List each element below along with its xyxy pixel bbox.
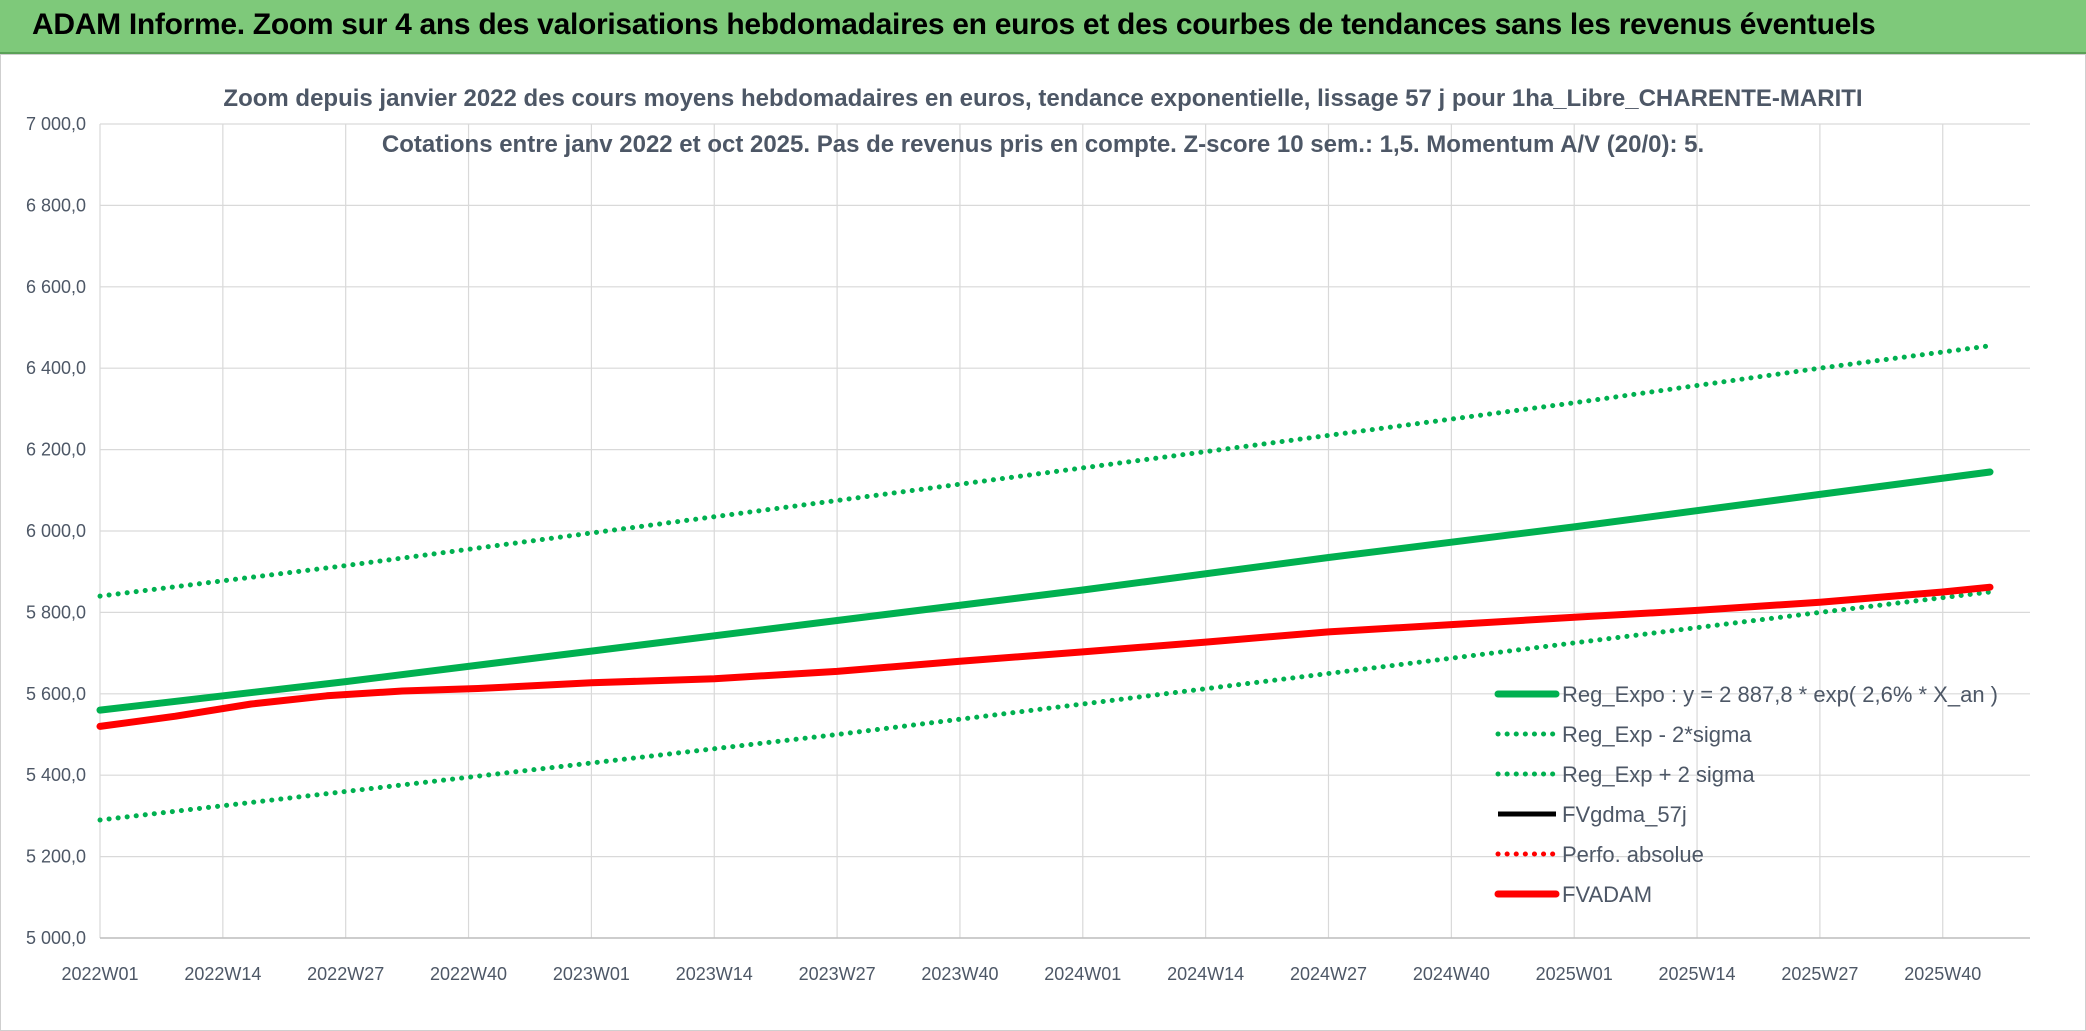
x-tick-label: 2022W14 [184, 964, 261, 984]
series-line-reg-expo [96, 468, 1994, 714]
legend-label: Reg_Exp - 2*sigma [1562, 722, 1752, 747]
legend-label: FVgdma_57j [1562, 802, 1687, 827]
x-tick-label: 2025W27 [1781, 964, 1858, 984]
chart-frame [0, 54, 2086, 1031]
y-tick-label: 6 800,0 [26, 195, 86, 215]
y-tick-label: 5 200,0 [26, 847, 86, 867]
legend-label: Reg_Exp + 2 sigma [1562, 762, 1755, 787]
legend-label: FVADAM [1562, 882, 1652, 907]
y-tick-label: 5 400,0 [26, 765, 86, 785]
x-axis: 2022W01 2022W14 2022W27 2022W40 2023W01 2023W… [61, 964, 1981, 984]
x-tick-label: 2025W14 [1659, 964, 1736, 984]
legend-label: Reg_Expo : y = 2 887,8 * exp( 2,6% * X_a… [1562, 682, 1998, 707]
series-line-reg-exp-2-sigma [97, 589, 1993, 823]
series-line-reg-exp-2-sigma [97, 343, 1993, 599]
x-tick-label: 2022W27 [307, 964, 384, 984]
y-tick-label: 6 600,0 [26, 277, 86, 297]
legend-label: Perfo. absolue [1562, 842, 1704, 867]
y-tick-label: 5 600,0 [26, 684, 86, 704]
y-tick-label: 5 800,0 [26, 602, 86, 622]
x-tick-label: 2023W01 [553, 964, 630, 984]
y-tick-label: 6 400,0 [26, 358, 86, 378]
x-tick-label: 2022W01 [61, 964, 138, 984]
x-tick-label: 2024W14 [1167, 964, 1244, 984]
x-tick-label: 2023W27 [799, 964, 876, 984]
x-tick-label: 2024W01 [1044, 964, 1121, 984]
series-layer [96, 343, 1994, 823]
y-axis: 5 000,0 5 200,0 5 400,0 5 600,0 5 800,0 6 000… [26, 114, 86, 948]
report-title: ADAM Informe. Zoom sur 4 ans des valoris… [32, 8, 1876, 41]
x-tick-label: 2025W01 [1536, 964, 1613, 984]
y-tick-label: 6 000,0 [26, 521, 86, 541]
x-tick-label: 2023W14 [676, 964, 753, 984]
chart-title-line1: Zoom depuis janvier 2022 des cours moyen… [223, 85, 1862, 112]
x-tick-label: 2025W40 [1904, 964, 1981, 984]
grid [99, 123, 2030, 939]
x-tick-label: 2023W40 [921, 964, 998, 984]
series-line-fvadam [96, 583, 1994, 730]
y-tick-label: 7 000,0 [26, 114, 86, 134]
y-tick-label: 6 200,0 [26, 440, 86, 460]
chart-title-line2: Cotations entre janv 2022 et oct 2025. P… [382, 131, 1704, 158]
report-banner: ADAM Informe. Zoom sur 4 ans des valoris… [0, 0, 2086, 54]
y-tick-label: 5 000,0 [26, 928, 86, 948]
x-tick-label: 2024W27 [1290, 964, 1367, 984]
x-tick-label: 2024W40 [1413, 964, 1490, 984]
x-tick-label: 2022W40 [430, 964, 507, 984]
legend: Reg_Expo : y = 2 887,8 * exp( 2,6% * X_a… [1494, 682, 1998, 907]
